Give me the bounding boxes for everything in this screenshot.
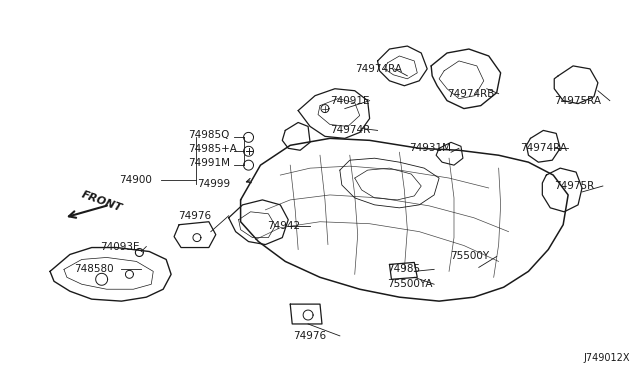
Text: 74974R: 74974R (330, 125, 370, 135)
Text: 74093E: 74093E (100, 241, 139, 251)
Text: 74985+A: 74985+A (188, 144, 237, 154)
Text: 75500Y: 75500Y (450, 251, 489, 262)
Text: 74974RA: 74974RA (355, 64, 402, 74)
Text: 74976: 74976 (293, 331, 326, 341)
Text: FRONT: FRONT (80, 190, 124, 214)
Text: 74942: 74942 (268, 221, 301, 231)
Text: 74900: 74900 (120, 175, 152, 185)
Text: 74976: 74976 (178, 211, 211, 221)
Text: 74999: 74999 (197, 179, 230, 189)
Text: J749012X: J749012X (583, 353, 630, 363)
Text: 74091E: 74091E (330, 96, 369, 106)
Text: 75500YA: 75500YA (387, 279, 433, 289)
Text: 74974RB: 74974RB (447, 89, 495, 99)
Text: 74975R: 74975R (554, 181, 595, 191)
Text: 74985Q: 74985Q (188, 130, 229, 140)
Text: 748580: 748580 (74, 264, 113, 275)
Text: 74931M: 74931M (410, 143, 451, 153)
Text: 74985: 74985 (387, 264, 420, 275)
Text: 74991M: 74991M (188, 158, 230, 168)
Text: 74975RA: 74975RA (554, 96, 601, 106)
Text: 74974RA: 74974RA (520, 143, 568, 153)
